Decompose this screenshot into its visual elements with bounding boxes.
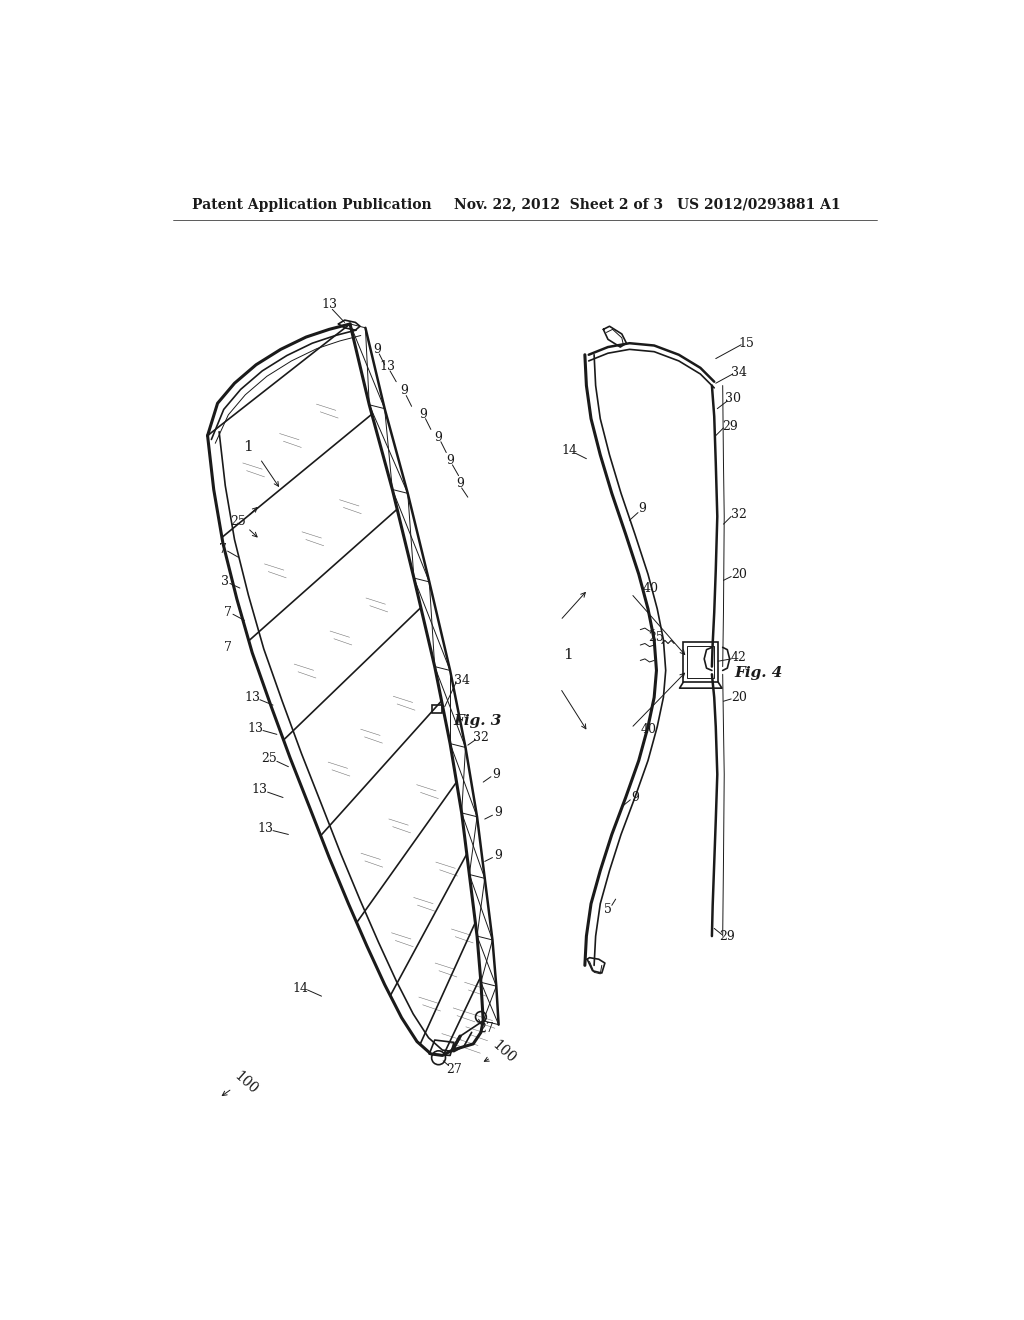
Text: 30: 30 bbox=[725, 392, 741, 405]
Bar bbox=[432, 705, 441, 713]
Text: 14: 14 bbox=[292, 982, 308, 995]
Bar bbox=[687, 645, 714, 678]
Text: Patent Application Publication: Patent Application Publication bbox=[193, 198, 432, 211]
Text: 3: 3 bbox=[221, 576, 229, 589]
Text: 9: 9 bbox=[493, 768, 501, 781]
Text: 20: 20 bbox=[731, 568, 746, 581]
Text: 13: 13 bbox=[248, 722, 263, 735]
Text: 13: 13 bbox=[252, 783, 268, 796]
Text: 34: 34 bbox=[731, 366, 746, 379]
Text: 13: 13 bbox=[257, 822, 273, 834]
Text: 9: 9 bbox=[495, 807, 503, 820]
Text: 29: 29 bbox=[720, 929, 735, 942]
Text: 25: 25 bbox=[230, 515, 246, 528]
Text: 27: 27 bbox=[478, 1022, 495, 1035]
Text: 29: 29 bbox=[722, 420, 737, 433]
Text: 9: 9 bbox=[631, 791, 639, 804]
Text: 13: 13 bbox=[244, 690, 260, 704]
Text: 9: 9 bbox=[373, 343, 381, 356]
Text: 9: 9 bbox=[456, 477, 464, 490]
Text: 13: 13 bbox=[380, 360, 395, 372]
Text: 27: 27 bbox=[446, 1063, 462, 1076]
Text: 1: 1 bbox=[563, 648, 572, 663]
Text: 32: 32 bbox=[473, 731, 488, 744]
Text: 25: 25 bbox=[261, 752, 278, 766]
Text: Fig. 3: Fig. 3 bbox=[453, 714, 501, 727]
Text: 40: 40 bbox=[642, 582, 658, 594]
Text: 7: 7 bbox=[224, 640, 232, 653]
Text: 7: 7 bbox=[224, 606, 232, 619]
Text: Nov. 22, 2012  Sheet 2 of 3: Nov. 22, 2012 Sheet 2 of 3 bbox=[454, 198, 664, 211]
Text: 34: 34 bbox=[454, 675, 470, 686]
Text: 9: 9 bbox=[639, 502, 646, 515]
Text: 14: 14 bbox=[561, 445, 578, 458]
Text: 100: 100 bbox=[489, 1038, 518, 1065]
Text: 5: 5 bbox=[604, 903, 612, 916]
Text: 13: 13 bbox=[322, 298, 337, 312]
Text: 1: 1 bbox=[243, 440, 253, 454]
Text: 40: 40 bbox=[641, 723, 656, 737]
Text: 9: 9 bbox=[434, 430, 442, 444]
Text: 20: 20 bbox=[731, 690, 746, 704]
Text: 9: 9 bbox=[495, 849, 503, 862]
Text: US 2012/0293881 A1: US 2012/0293881 A1 bbox=[677, 198, 841, 211]
Text: 9: 9 bbox=[446, 454, 454, 467]
Bar bbox=[683, 642, 718, 682]
Text: 9: 9 bbox=[400, 384, 408, 397]
Text: 42: 42 bbox=[731, 651, 746, 664]
Text: 25: 25 bbox=[648, 631, 664, 644]
Text: 15: 15 bbox=[738, 337, 755, 350]
Text: 7: 7 bbox=[219, 543, 227, 556]
Text: 32: 32 bbox=[731, 508, 746, 520]
Text: 9: 9 bbox=[419, 408, 427, 421]
Text: Fig. 4: Fig. 4 bbox=[734, 665, 782, 680]
Text: 100: 100 bbox=[231, 1068, 260, 1097]
